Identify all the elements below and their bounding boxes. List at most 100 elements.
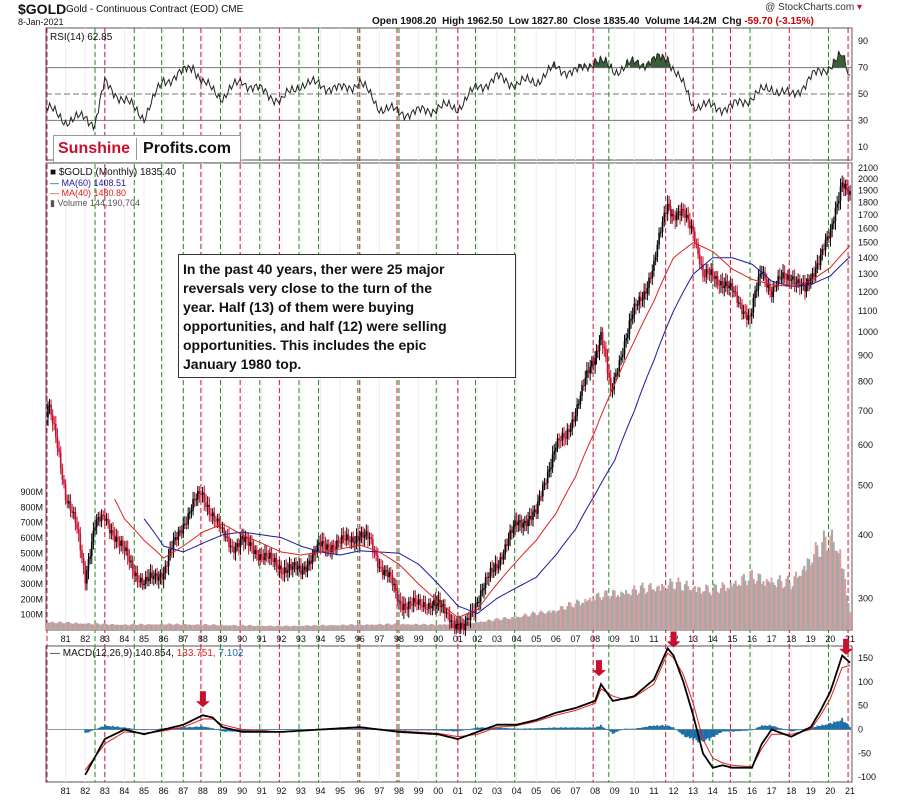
volume-bar [62, 623, 65, 630]
macd-histogram-bar [280, 729, 283, 731]
price-candle-body [587, 370, 590, 374]
price-candle-body [728, 285, 730, 289]
volume-bar [737, 584, 740, 630]
volume-bar [53, 622, 56, 630]
macd-histogram-bar [262, 729, 265, 731]
macd-histogram-bar [282, 729, 284, 731]
macd-histogram-bar [358, 728, 361, 730]
macd-histogram-bar [425, 729, 428, 731]
volume-bar [564, 609, 567, 630]
macd-histogram-bar [465, 729, 467, 731]
volume-bar [479, 621, 482, 630]
volume-bar [613, 590, 616, 630]
macd-histogram-bar [92, 729, 95, 731]
macd-histogram-bar [541, 728, 544, 730]
macd-histogram-bar [463, 729, 466, 731]
volume-bar [847, 603, 850, 630]
volume-bar [164, 624, 167, 630]
macd-histogram-bar [113, 726, 116, 730]
price-tick-label: 900 [858, 351, 873, 361]
macd-histogram-bar [268, 729, 271, 731]
volume-bar [531, 611, 534, 630]
price-candle-body [368, 537, 371, 539]
price-candle-body [774, 286, 776, 288]
macd-histogram-bar [278, 729, 281, 731]
volume-bar [275, 625, 278, 630]
macd-histogram-bar [130, 728, 132, 730]
rsi-overbought-fill [553, 51, 846, 68]
x-tick-label: 81 [61, 786, 71, 796]
macd-histogram-bar [778, 728, 781, 730]
volume-bar [337, 625, 340, 630]
price-candle-body [345, 534, 348, 541]
price-candle-body [450, 620, 453, 623]
volume-bar [136, 625, 139, 630]
macd-histogram-bar [448, 729, 451, 731]
volume-bar [574, 603, 577, 630]
macd-histogram-bar [502, 728, 505, 730]
volume-bar [842, 568, 845, 630]
volume-bar [183, 624, 186, 630]
macd-histogram-bar [669, 726, 672, 730]
macd-histogram-bar [432, 729, 435, 731]
volume-bar [496, 617, 499, 630]
price-candle-body [347, 534, 350, 541]
rsi-legend: RSI(14) 62.85 [50, 32, 113, 43]
volume-bar [110, 624, 113, 630]
price-candle-body [228, 536, 230, 547]
price-candle-body [424, 602, 427, 609]
price-candle-body [532, 511, 534, 520]
price-candle-body [144, 576, 147, 585]
volume-bar [680, 589, 683, 630]
volume-bar [107, 624, 110, 630]
price-candle-body [358, 537, 361, 541]
volume-bar [783, 586, 786, 630]
macd-histogram-bar [357, 728, 360, 730]
price-tick-label: 1900 [858, 185, 878, 195]
macd-histogram-bar [398, 729, 400, 731]
x-tick-label: 11 [649, 634, 658, 644]
macd-histogram-bar [625, 728, 628, 730]
price-candle-body [710, 269, 712, 275]
price-candle-body [726, 281, 729, 289]
price-candle-body [110, 530, 113, 534]
price-candle-body [87, 558, 90, 571]
price-candle-body [332, 544, 335, 548]
price-candle-body [362, 531, 364, 538]
volume-bar [134, 624, 137, 630]
volume-bar [502, 617, 505, 630]
price-candle-body [663, 212, 666, 222]
x-tick-label: 16 [747, 786, 757, 796]
price-candle-body [842, 182, 845, 189]
volume-bar [649, 582, 652, 630]
price-candle-body [618, 360, 621, 373]
rsi-tick-label: 90 [858, 36, 868, 46]
price-candle-body [72, 512, 75, 514]
price-candle-body [780, 278, 783, 280]
volume-bar [278, 625, 281, 630]
volume-bar [116, 624, 119, 630]
macd-histogram-bar [517, 728, 520, 730]
volume-bar [669, 578, 672, 630]
price-candle-body [483, 588, 485, 590]
volume-bar [489, 620, 492, 630]
macd-histogram-bar [350, 728, 353, 730]
price-candle-body [82, 557, 85, 566]
price-candle-body [272, 558, 274, 562]
macd-histogram-bar [514, 728, 516, 730]
x-tick-label: 84 [119, 786, 129, 796]
price-candle-body [616, 372, 619, 374]
macd-histogram-bar [716, 729, 719, 735]
price-candle-body [47, 406, 49, 418]
macd-histogram-bar [512, 728, 515, 730]
macd-histogram-bar [564, 727, 567, 730]
brand-credit[interactable]: @ StockCharts.com ▾ [765, 2, 862, 13]
macd-histogram-bar [121, 727, 124, 730]
price-candle-body [113, 535, 116, 542]
macd-histogram-bar [296, 729, 299, 731]
high-value: 1962.50 [467, 16, 504, 27]
macd-histogram-bar [138, 729, 141, 731]
macd-histogram-bar [424, 729, 427, 731]
volume-bar [764, 585, 767, 630]
volume-bar [348, 624, 351, 630]
